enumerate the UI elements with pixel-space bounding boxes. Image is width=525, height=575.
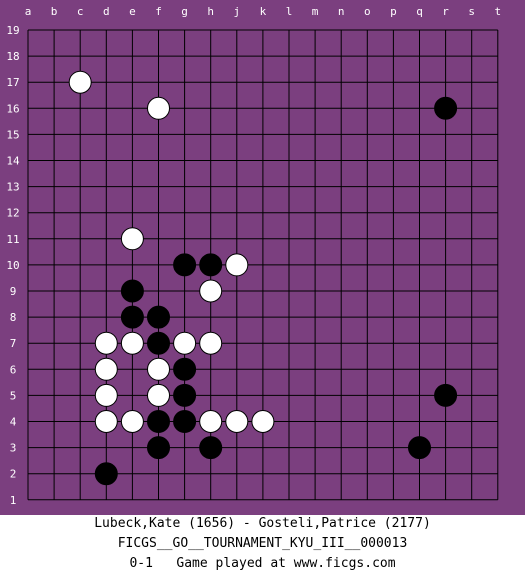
column-label: s	[468, 5, 475, 18]
column-label: a	[25, 5, 32, 18]
column-label: e	[129, 5, 136, 18]
black-stone	[94, 462, 118, 486]
result-caption: 0-1 Game played at www.ficgs.com	[129, 556, 396, 571]
event-caption: FICGS__GO__TOURNAMENT_KYU_III__000013	[117, 536, 408, 551]
white-stone	[94, 410, 118, 433]
column-label: k	[260, 5, 267, 18]
column-label: c	[77, 5, 84, 18]
black-stone	[173, 383, 197, 407]
black-stone	[147, 331, 170, 355]
column-label: b	[51, 5, 58, 18]
row-label: 19	[6, 24, 19, 37]
row-label: 9	[10, 285, 17, 298]
white-stone	[94, 383, 118, 407]
go-board: a b c d e f g h j k l m n o p q r s t191817161514131211109…	[0, 0, 525, 515]
white-stone	[225, 410, 249, 433]
white-stone	[94, 331, 118, 355]
white-stone	[173, 331, 197, 355]
white-stone	[147, 383, 170, 407]
black-stone	[147, 436, 170, 460]
black-stone	[147, 305, 170, 329]
white-stone	[120, 331, 144, 355]
column-label: h	[207, 5, 214, 18]
row-label: 11	[6, 233, 19, 246]
row-label: 1	[10, 494, 17, 507]
column-label: r	[442, 5, 449, 18]
black-stone	[199, 436, 223, 460]
black-stone	[434, 383, 458, 407]
row-label: 17	[6, 76, 19, 89]
white-stone	[94, 357, 118, 381]
row-label: 13	[6, 181, 19, 194]
column-label: j	[233, 5, 240, 18]
white-stone	[147, 96, 170, 120]
black-stone	[173, 357, 197, 381]
black-stone	[199, 253, 223, 277]
row-label: 7	[10, 337, 17, 350]
black-stone	[408, 436, 431, 460]
row-label: 5	[10, 389, 17, 402]
white-stone	[68, 70, 92, 94]
column-label: n	[338, 5, 345, 18]
column-label: q	[416, 5, 423, 18]
white-stone	[147, 357, 170, 381]
row-label: 4	[10, 416, 17, 429]
white-stone	[199, 331, 223, 355]
column-label: o	[364, 5, 371, 18]
players-caption: Lubeck,Kate (1656) - Gosteli,Patrice (21…	[94, 516, 431, 531]
column-label: t	[494, 5, 501, 18]
column-label: p	[390, 5, 397, 18]
column-label: g	[181, 5, 188, 18]
white-stone	[251, 410, 275, 433]
row-label: 15	[6, 128, 19, 141]
row-label: 10	[6, 259, 19, 272]
black-stone	[173, 410, 197, 433]
row-label: 8	[10, 311, 17, 324]
white-stone	[120, 410, 144, 433]
row-label: 3	[10, 442, 17, 455]
row-label: 16	[6, 102, 19, 115]
white-stone	[199, 410, 223, 433]
black-stone	[147, 410, 170, 433]
white-stone	[199, 279, 223, 303]
black-stone	[120, 279, 144, 303]
column-label: d	[103, 5, 110, 18]
board-coordinates: a b c d e f g h j k l m n o p q r s t191817161514131211109…	[6, 5, 501, 507]
row-label: 2	[10, 468, 17, 481]
white-stone	[225, 253, 249, 277]
black-stone	[173, 253, 197, 277]
row-label: 6	[10, 363, 17, 376]
column-label: l	[286, 5, 293, 18]
column-label: m	[312, 5, 319, 18]
white-stone	[120, 227, 144, 251]
row-label: 12	[6, 207, 19, 220]
stones	[68, 70, 458, 486]
black-stone	[120, 305, 144, 329]
row-label: 14	[6, 155, 20, 168]
column-label: f	[155, 5, 162, 18]
black-stone	[434, 96, 458, 120]
row-label: 18	[6, 50, 19, 63]
